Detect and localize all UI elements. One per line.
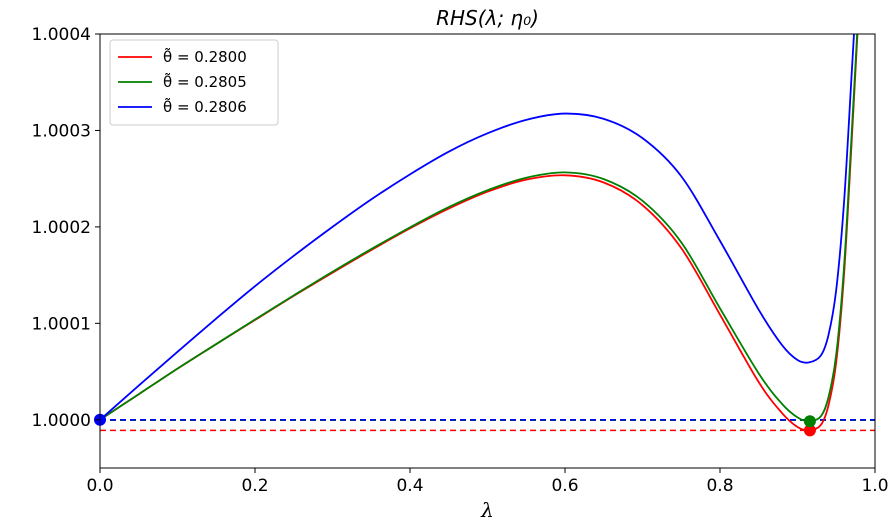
x-tick-label: 1.0 <box>861 476 888 496</box>
x-tick-label: 0.8 <box>706 476 733 496</box>
plot-frame <box>99 33 876 469</box>
y-tick-label: 1.0000 <box>32 411 91 431</box>
legend-label-2: θ̃ = 0.2805 <box>163 72 247 91</box>
y-tick-label: 1.0002 <box>32 218 91 238</box>
legend: θ̃ = 0.2800 θ̃ = 0.2805 θ̃ = 0.2806 <box>109 39 279 126</box>
legend-box <box>109 39 279 126</box>
y-tick-label: 1.0001 <box>32 314 91 334</box>
y-tick-label: 1.0004 <box>32 25 91 45</box>
x-tick-label: 0.6 <box>551 476 578 496</box>
series-3-line <box>100 34 855 421</box>
series-1-min-point <box>803 424 816 437</box>
x-tick-label: 0.4 <box>396 476 423 496</box>
y-tick-label: 1.0003 <box>32 121 91 141</box>
legend-label-3: θ̃ = 0.2806 <box>163 97 247 116</box>
x-axis-label: λ <box>480 498 494 522</box>
x-tick-label: 0.0 <box>86 476 113 496</box>
series-2-line <box>100 34 859 423</box>
chart-title: RHS(λ; η₀) <box>436 6 539 30</box>
x-tick-label: 0.2 <box>241 476 268 496</box>
series-2-min-point <box>803 415 816 428</box>
legend-label-1: θ̃ = 0.2800 <box>163 47 247 66</box>
